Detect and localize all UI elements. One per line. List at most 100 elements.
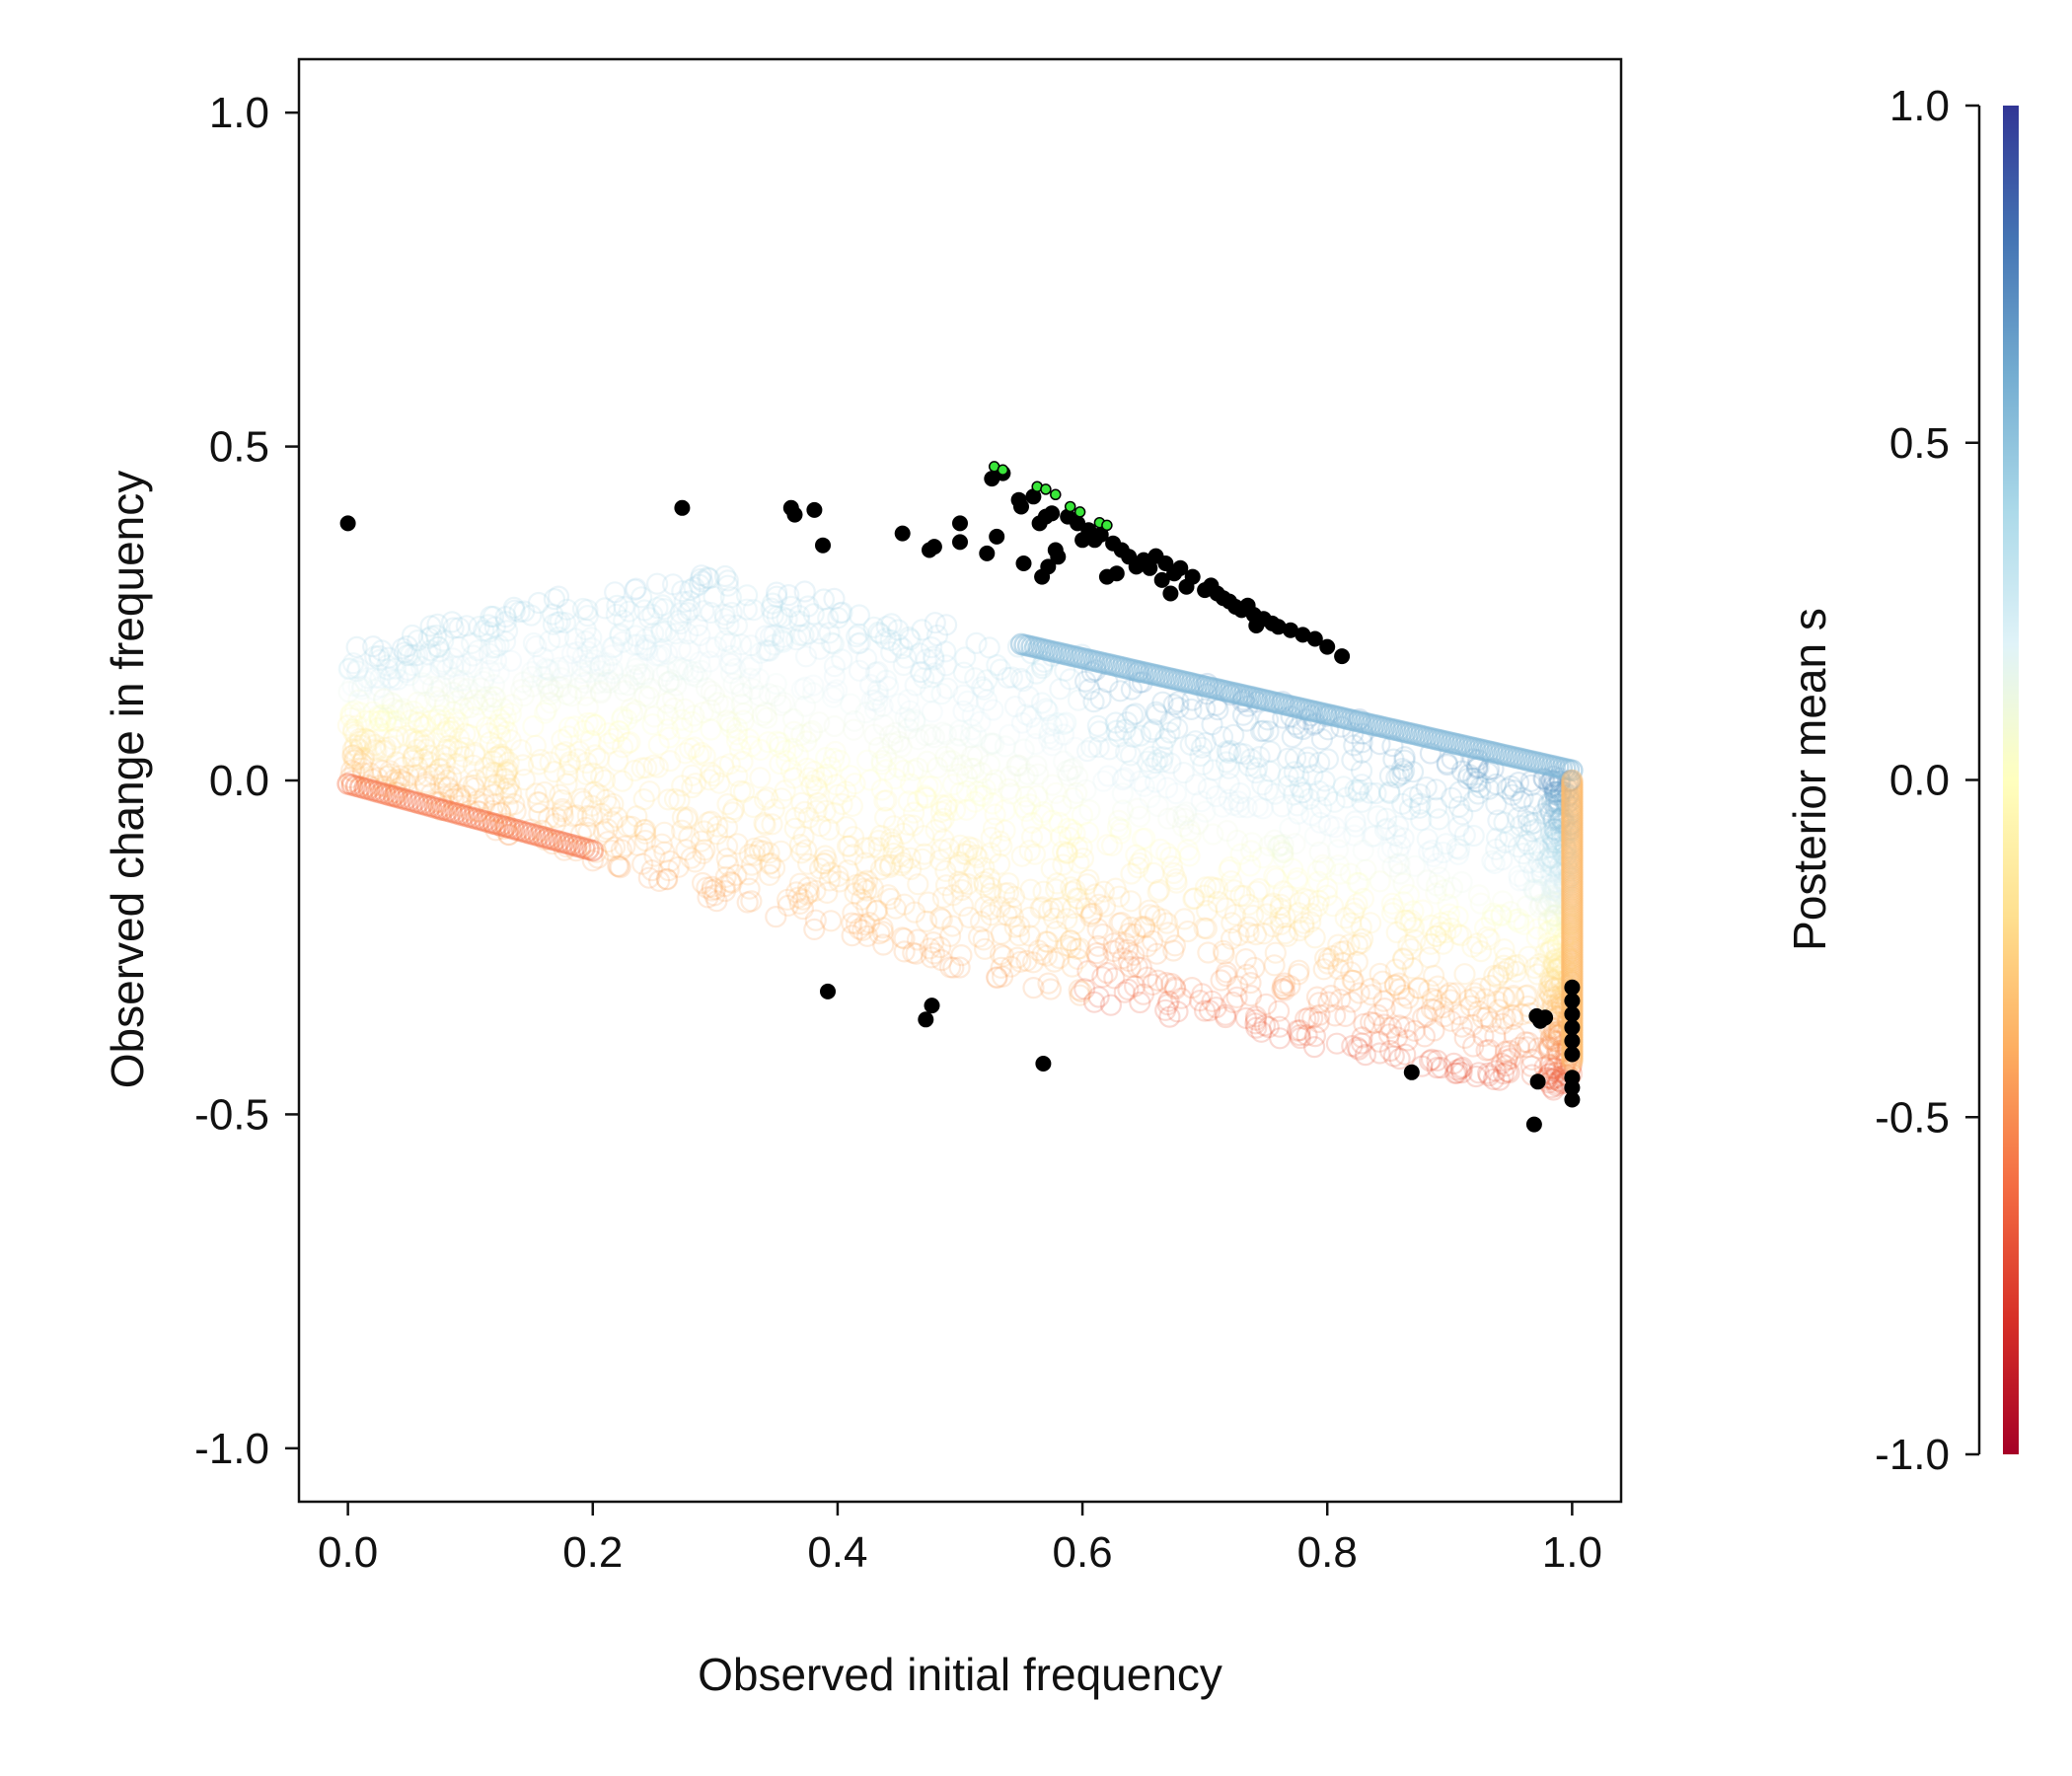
cloud-point — [1303, 1024, 1327, 1048]
cloud-point — [1561, 851, 1584, 874]
cloud-point — [1222, 793, 1245, 817]
cloud-point — [528, 802, 551, 825]
cloud-point — [463, 689, 485, 711]
cloud-point — [560, 642, 584, 665]
black-point — [1015, 555, 1032, 571]
cloud-point — [717, 614, 740, 636]
cloud-point — [930, 683, 953, 705]
cloud-point — [581, 762, 605, 784]
cloud-point — [1561, 769, 1584, 792]
cloud-point — [1544, 832, 1568, 854]
cloud-point — [1188, 989, 1212, 1012]
cloud-point — [1012, 738, 1035, 761]
cloud-point — [1536, 980, 1560, 1002]
cloud-point — [1553, 868, 1576, 891]
x-tick-label: 0.4 — [807, 1528, 867, 1577]
cloud-point — [749, 738, 772, 762]
cloud-point — [848, 918, 871, 940]
cloud-point — [934, 874, 958, 897]
cloud-point — [574, 816, 597, 839]
cloud-point — [1538, 967, 1561, 990]
cloud-point — [1558, 865, 1582, 888]
cloud-point — [1296, 746, 1320, 769]
cloud-point — [494, 781, 517, 804]
cloud-point — [1227, 924, 1250, 947]
cloud-point — [1561, 795, 1584, 818]
cloud-point — [1015, 949, 1038, 972]
cloud-point — [1167, 691, 1190, 713]
cloud-point — [1215, 897, 1237, 920]
cloud-point — [576, 711, 599, 734]
cloud-point — [494, 812, 518, 835]
cloud-point — [1060, 876, 1082, 899]
cloud-point — [1057, 764, 1079, 786]
cloud-point — [527, 591, 551, 615]
cloud-point — [720, 871, 743, 894]
cloud-point — [1218, 773, 1240, 795]
cloud-point — [990, 956, 1012, 979]
cloud-point — [1445, 837, 1468, 859]
cloud-point — [847, 632, 870, 655]
cloud-point — [576, 599, 599, 622]
cloud-point — [1046, 872, 1069, 895]
cloud-point — [367, 716, 390, 740]
cloud-point — [653, 598, 676, 621]
cloud-point — [913, 843, 936, 865]
cloud-point — [1087, 736, 1110, 759]
cloud-point — [934, 614, 958, 636]
cloud-point — [435, 746, 458, 769]
cloud-point — [1507, 953, 1529, 977]
cloud-point — [371, 703, 394, 726]
cloud-point — [1301, 764, 1324, 786]
cloud-point — [1120, 862, 1143, 885]
cloud-point — [482, 783, 505, 806]
cloud-point — [382, 668, 405, 692]
cloud-point — [1540, 970, 1563, 994]
cloud-point — [462, 754, 484, 777]
cloud-point — [1240, 832, 1264, 854]
cloud-point — [1272, 841, 1295, 863]
cloud-point — [372, 688, 396, 710]
cloud-point — [1066, 781, 1088, 805]
cloud-point — [584, 713, 607, 737]
cloud-point — [1218, 757, 1240, 779]
black-point — [925, 539, 942, 555]
cloud-point — [737, 728, 761, 751]
cloud-point — [716, 853, 740, 877]
cloud-point — [1001, 905, 1024, 928]
cloud-point — [978, 636, 1000, 659]
cloud-point — [1451, 803, 1474, 826]
cloud-point — [1211, 795, 1234, 818]
cloud-point — [1268, 834, 1291, 857]
cloud-point — [1328, 862, 1352, 885]
cloud-point — [1546, 825, 1570, 848]
cloud-point — [346, 657, 369, 680]
cloud-point — [1121, 703, 1145, 726]
cloud-point — [1543, 780, 1566, 804]
cloud-point — [589, 680, 612, 703]
cloud-point — [1159, 846, 1182, 869]
cloud-point — [602, 792, 625, 815]
cloud-point — [598, 795, 622, 818]
cloud-point — [527, 753, 551, 776]
cloud-point — [1523, 956, 1546, 980]
cloud-point — [366, 767, 389, 789]
cloud-point — [928, 935, 952, 959]
cloud-point — [1145, 752, 1167, 775]
cloud-point — [1070, 980, 1093, 1003]
cloud-point — [1502, 986, 1525, 1008]
cloud-point — [1062, 786, 1084, 810]
cloud-point — [1038, 899, 1061, 923]
cloud-point — [1555, 944, 1578, 967]
cloud-point — [1267, 999, 1291, 1022]
green-point — [1101, 519, 1113, 532]
cloud-point — [421, 675, 444, 699]
cloud-point — [370, 781, 393, 804]
cloud-point — [1540, 847, 1564, 869]
cloud-point — [869, 857, 893, 881]
cloud-point — [1551, 812, 1575, 835]
cloud-point — [694, 745, 716, 768]
cloud-point — [399, 789, 421, 812]
cloud-point — [1555, 845, 1578, 867]
cloud-point — [379, 735, 402, 758]
